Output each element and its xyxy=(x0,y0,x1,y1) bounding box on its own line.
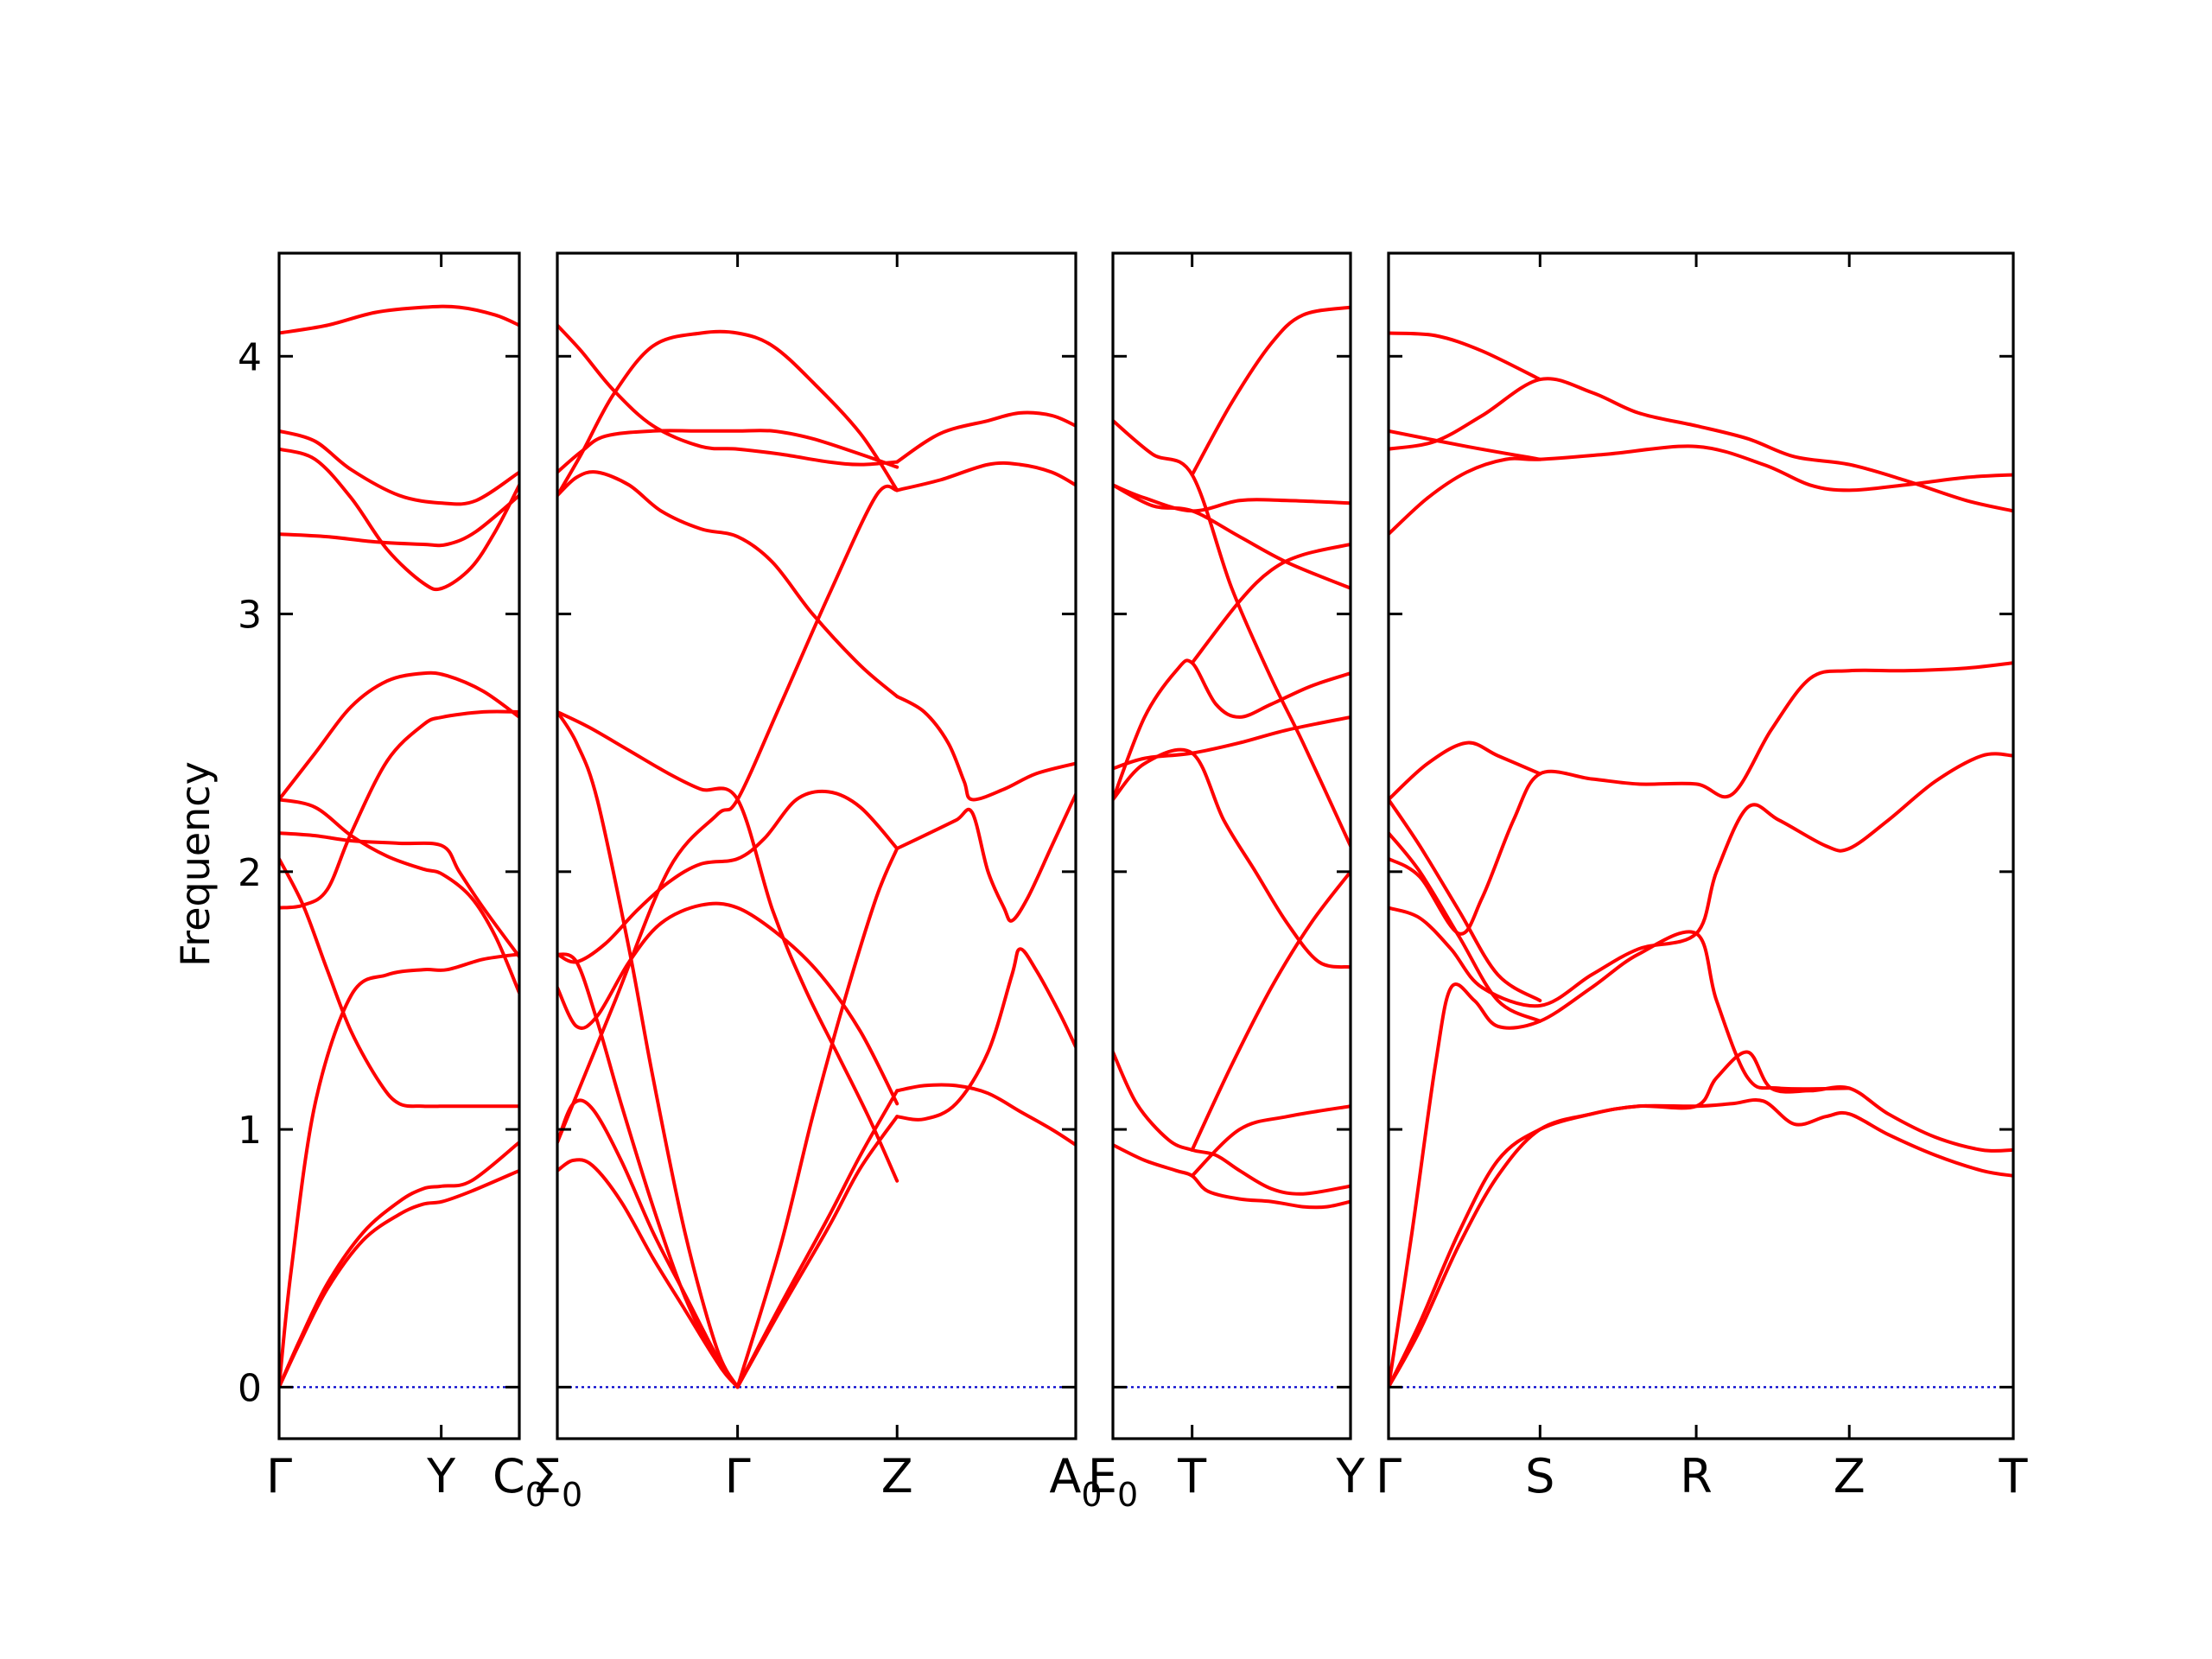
phonon-band-7 xyxy=(1389,798,1542,1002)
phonon-band-8 xyxy=(1389,741,1542,802)
y-tick-label: 0 xyxy=(238,1366,262,1410)
x-tick-label: Z xyxy=(1834,1449,1866,1503)
x-tick-label: Γ xyxy=(1376,1449,1402,1503)
phonon-band-12 xyxy=(1190,305,1351,477)
phonon-band-9 xyxy=(1113,483,1351,513)
phonon-band-7 xyxy=(1113,747,1351,969)
phonon-band-8 xyxy=(557,470,899,698)
phonon-band-9 xyxy=(1389,444,2013,537)
panel-frame xyxy=(556,251,1077,1440)
phonon-band-2 xyxy=(1113,1050,1351,1196)
phonon-band-21 xyxy=(895,947,1076,1122)
phonon-band-1 xyxy=(1113,1143,1351,1210)
phonon-band-2 xyxy=(1389,1050,2013,1389)
phonon-band-12 xyxy=(1389,331,1542,382)
x-tick-label: C0 xyxy=(493,1449,546,1514)
x-tick-label: A0 xyxy=(1049,1449,1102,1514)
x-tick-label: Y xyxy=(426,1449,456,1503)
phonon-band-12 xyxy=(557,484,899,1144)
phonon-band-3 xyxy=(1190,1104,1351,1178)
phonon-band-11 xyxy=(557,329,899,498)
phonon-band-7 xyxy=(279,831,519,959)
band-group xyxy=(1113,305,1351,1210)
phonon-band-4 xyxy=(1190,869,1351,1152)
phonon-band-9 xyxy=(557,429,899,474)
x-tick-label: Σ0 xyxy=(532,1449,582,1514)
phonon-band-13 xyxy=(735,847,899,1389)
phonon-band-17 xyxy=(895,410,1076,464)
phonon-band-10 xyxy=(1389,377,2013,513)
panel-3: E0 T Y xyxy=(1088,251,1366,1514)
panel-frame xyxy=(1111,251,1352,1440)
phonon-band-11 xyxy=(1389,429,1542,461)
phonon-band-3 xyxy=(1389,930,1852,1389)
phonon-band-10 xyxy=(557,323,899,467)
panel-frame xyxy=(277,251,521,1440)
phonon-band-11 xyxy=(1113,418,1351,848)
y-tick-label: 2 xyxy=(238,851,262,895)
phonon-band-1 xyxy=(1389,1097,2013,1389)
y-tick-label: 1 xyxy=(238,1109,262,1153)
phonon-band-6 xyxy=(1389,831,1542,1023)
phonon-band-8 xyxy=(279,798,519,995)
phonon-band-1 xyxy=(279,952,519,1389)
phonon-band-4 xyxy=(1389,752,2013,1008)
phonon-band-18 xyxy=(895,695,1076,802)
x-tick-label: T xyxy=(1999,1449,2029,1503)
phonon-band-20 xyxy=(895,1083,1076,1147)
phonon-band-9 xyxy=(279,493,519,548)
y-axis-label: Frequency xyxy=(172,761,219,967)
y-tick-label: 3 xyxy=(238,594,262,638)
band-group xyxy=(1389,331,2013,1389)
phonon-band-4 xyxy=(279,856,519,1109)
phonon-band-7 xyxy=(557,709,899,1183)
band-group xyxy=(557,323,1076,1389)
phonon-band-12 xyxy=(279,304,519,335)
band-group xyxy=(279,304,519,1389)
x-tick-label: R xyxy=(1680,1449,1713,1503)
phonon-band-5 xyxy=(279,709,519,910)
x-tick-label: Z xyxy=(881,1449,913,1503)
x-tick-label: Γ xyxy=(266,1449,292,1503)
panel-frame xyxy=(1387,251,2015,1440)
x-tick-label: Γ xyxy=(725,1449,751,1503)
phonon-band-10 xyxy=(1113,483,1351,590)
phonon-band-3 xyxy=(557,952,740,1389)
phonon-band-3 xyxy=(279,1141,519,1389)
phonon-band-10 xyxy=(279,447,519,592)
phonon-band-6 xyxy=(279,671,519,802)
phonon-band-5 xyxy=(557,901,899,1106)
phonon-band-14 xyxy=(735,1115,899,1389)
y-axis: 0 1 2 3 4 xyxy=(238,335,262,1410)
phonon-band-5 xyxy=(1113,715,1351,771)
phonon-band-8 xyxy=(1190,543,1351,665)
phonon-band-6 xyxy=(1113,658,1351,802)
phonon-band-16 xyxy=(895,461,1076,493)
phonon-band-19 xyxy=(895,792,1076,923)
x-tick-label: E0 xyxy=(1088,1449,1138,1514)
x-tick-label: S xyxy=(1525,1449,1554,1503)
panel-1: Γ Y C0 xyxy=(266,251,546,1514)
phonon-band-2 xyxy=(557,1098,740,1389)
phonon-band-11 xyxy=(279,429,519,506)
phonon-band-4 xyxy=(557,709,740,1389)
x-tick-label: T xyxy=(1177,1449,1207,1503)
y-tick-label: 4 xyxy=(238,335,262,379)
panel-2: Σ0 Γ Z A0 xyxy=(532,251,1103,1514)
phonon-band-5 xyxy=(1389,661,2013,936)
phonon-band-15 xyxy=(735,1089,899,1389)
phonon-band-6 xyxy=(557,789,899,964)
x-tick-label: Y xyxy=(1336,1449,1366,1503)
